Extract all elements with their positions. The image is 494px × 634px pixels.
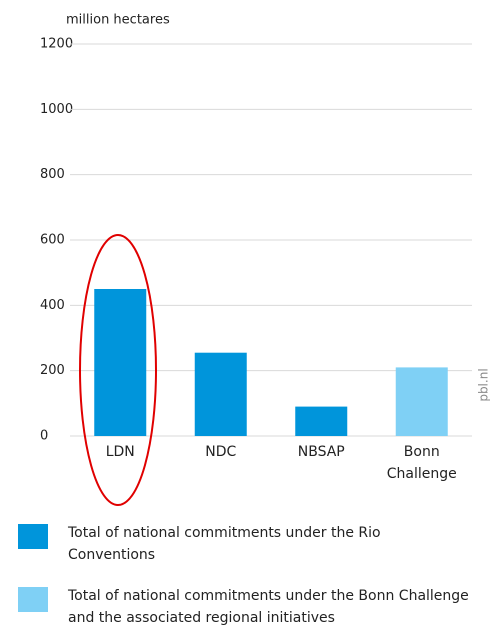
bar	[94, 289, 147, 436]
source: pbl.nl	[477, 368, 491, 401]
x-tick-label: NDC	[205, 444, 237, 460]
bar	[194, 352, 247, 436]
legend-swatch	[18, 587, 48, 612]
bar	[295, 406, 348, 436]
y-tick-label: 0	[40, 429, 48, 444]
y-tick-label: 400	[40, 298, 65, 313]
bar	[395, 367, 448, 436]
legend-label: Total of national commitments under the …	[68, 525, 381, 563]
x-tick-label: NBSAP	[297, 444, 345, 460]
legend-swatch	[18, 524, 48, 549]
y-tick-label: 600	[40, 233, 65, 248]
y-tick-label: 1200	[40, 37, 73, 52]
y-tick-label: 200	[40, 363, 65, 378]
y-tick-label: 800	[40, 167, 65, 182]
x-tick-label: LDN	[105, 444, 135, 460]
y-tick-label: 1000	[40, 102, 73, 117]
x-tick-label: Bonn Challenge	[386, 444, 457, 482]
legend-label: Total of national commitments under the …	[68, 588, 469, 626]
highlight-ellipse	[79, 234, 157, 506]
y-axis-label: million hectares	[66, 13, 170, 28]
